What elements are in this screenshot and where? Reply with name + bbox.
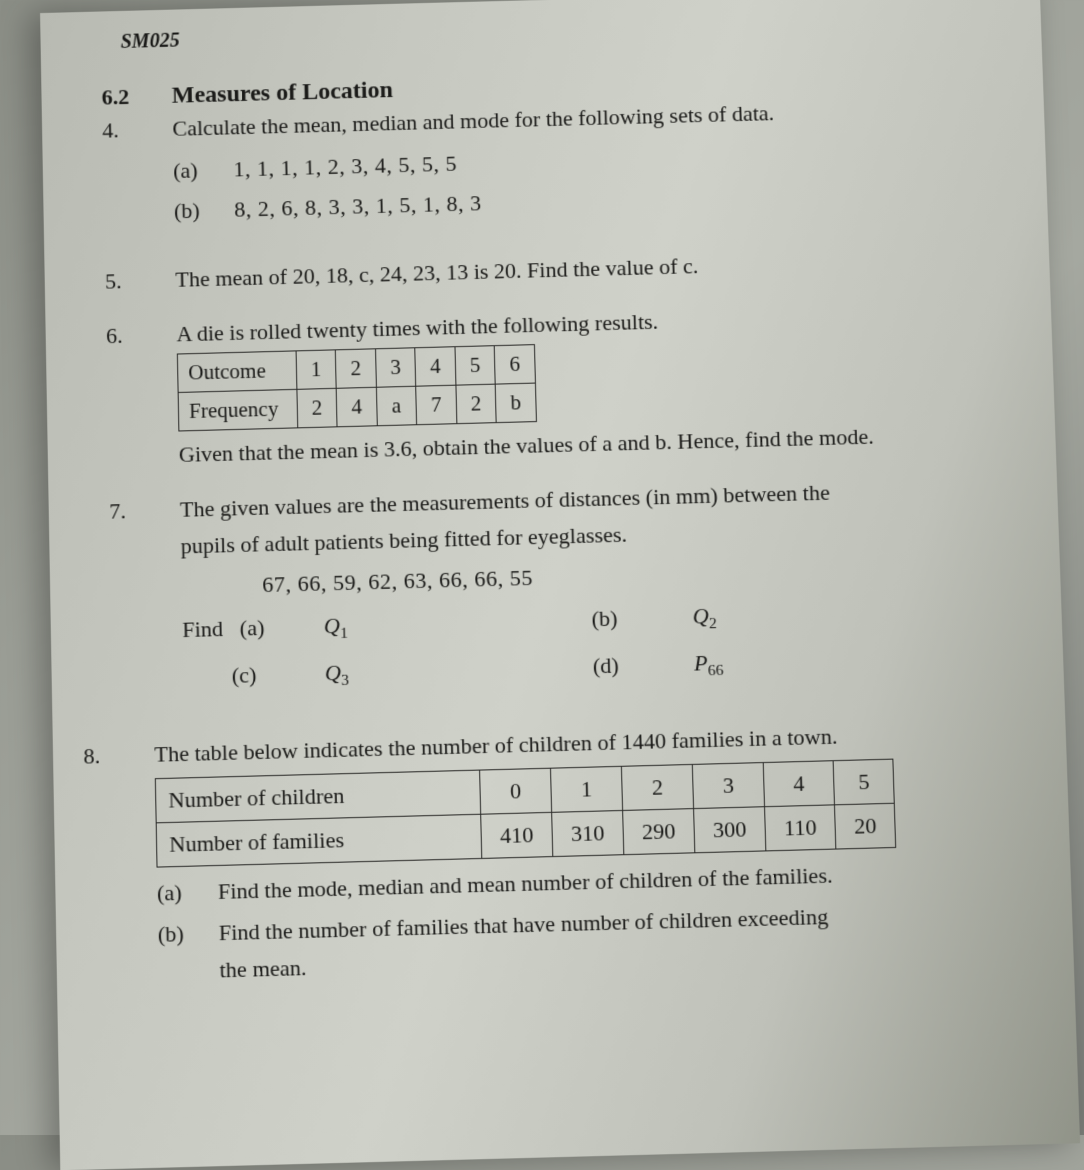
table-cell: 7 <box>416 385 457 425</box>
textbook-page: SM025 6.2 Measures of Location 4. Calcul… <box>40 0 1080 1170</box>
q7-c-sym: Q <box>325 660 342 686</box>
q8-a-text: Find the mode, median and mean number of… <box>218 857 1010 905</box>
table-cell: 20 <box>835 803 896 849</box>
q6-prompt: A die is rolled twenty times with the fo… <box>176 300 991 348</box>
table-cell: 2 <box>335 349 376 389</box>
table-cell: b <box>495 383 536 423</box>
table-cell: 1 <box>550 766 622 812</box>
q4-a-data: 1, 1, 1, 1, 2, 3, 4, 5, 5, 5 <box>233 137 986 183</box>
question-8: 8. The table below indicates the number … <box>83 718 1013 1001</box>
header-code: SM025 <box>120 8 981 54</box>
q8-a-label: (a) <box>157 878 218 906</box>
q7-b-sym: Q <box>692 603 709 629</box>
table-cell: 110 <box>765 805 836 851</box>
q7-data: 67, 66, 59, 62, 63, 66, 66, 55 <box>262 552 1000 598</box>
q7-number: 7. <box>109 496 184 713</box>
table-cell: 310 <box>552 810 624 856</box>
q6-table: Outcome 1 2 3 4 5 6 Frequency 2 4 a 7 2 … <box>177 344 537 431</box>
question-6: 6. A die is rolled twenty times with the… <box>106 300 995 470</box>
table-cell: 5 <box>833 759 894 805</box>
table-cell: 4 <box>763 760 834 806</box>
table-cell: 4 <box>336 387 377 427</box>
q7-b-sub: 2 <box>709 615 717 633</box>
q8-number: 8. <box>83 741 159 1001</box>
q7-d-label: (d) <box>593 651 695 680</box>
table-cell: 6 <box>494 345 535 384</box>
q4-b-label: (b) <box>174 197 235 225</box>
q6-outcome-label: Outcome <box>177 351 296 393</box>
q6-frequency-label: Frequency <box>178 389 297 431</box>
q5-number: 5. <box>105 267 176 295</box>
q4-b-data: 8, 2, 6, 8, 3, 3, 1, 5, 1, 8, 3 <box>234 177 987 223</box>
table-cell: 2 <box>621 764 693 810</box>
question-7: 7. The given values are the measurements… <box>109 475 1003 713</box>
table-cell: 300 <box>694 806 766 852</box>
q7-a-label: (a) <box>240 615 265 641</box>
q7-find-label: Find <box>182 616 223 643</box>
q7-a-sub: 1 <box>340 625 348 643</box>
q4-number: 4. <box>102 116 175 240</box>
q7-c-label: (c) <box>183 661 285 690</box>
table-cell: 5 <box>455 346 496 385</box>
table-cell: 3 <box>692 762 764 808</box>
q7-d-sub: 66 <box>708 662 724 680</box>
question-4: 4. Calculate the mean, median and mode f… <box>102 95 987 241</box>
question-5: 5. The mean of 20, 18, c, 24, 23, 13 is … <box>105 245 990 294</box>
q6-number: 6. <box>106 321 179 470</box>
q8-b-label: (b) <box>158 919 220 985</box>
table-cell: 2 <box>297 388 338 428</box>
q7-find-grid: Find (a) Q1 (b) Q2 (c) Q3 (d) P66 <box>182 595 1003 711</box>
q4-a-label: (a) <box>173 156 234 184</box>
q7-a-sym: Q <box>324 613 341 639</box>
table-cell: 1 <box>296 350 337 390</box>
table-cell: 290 <box>623 808 695 854</box>
q7-b-label: (b) <box>591 603 693 632</box>
table-cell: 4 <box>415 347 456 386</box>
table-cell: a <box>376 386 417 426</box>
table-cell: 410 <box>481 812 553 858</box>
section-number: 6.2 <box>101 83 172 112</box>
q7-c-sub: 3 <box>341 672 349 690</box>
table-cell: 2 <box>456 384 497 424</box>
q8-table: Number of children 0 1 2 3 4 5 Number of… <box>155 758 897 867</box>
q7-d-sym: P <box>694 650 708 676</box>
table-cell: 0 <box>480 768 552 814</box>
table-cell: 3 <box>375 348 416 387</box>
q5-prompt: The mean of 20, 18, c, 24, 23, 13 is 20.… <box>175 245 989 293</box>
q8-families-label: Number of families <box>156 814 482 867</box>
